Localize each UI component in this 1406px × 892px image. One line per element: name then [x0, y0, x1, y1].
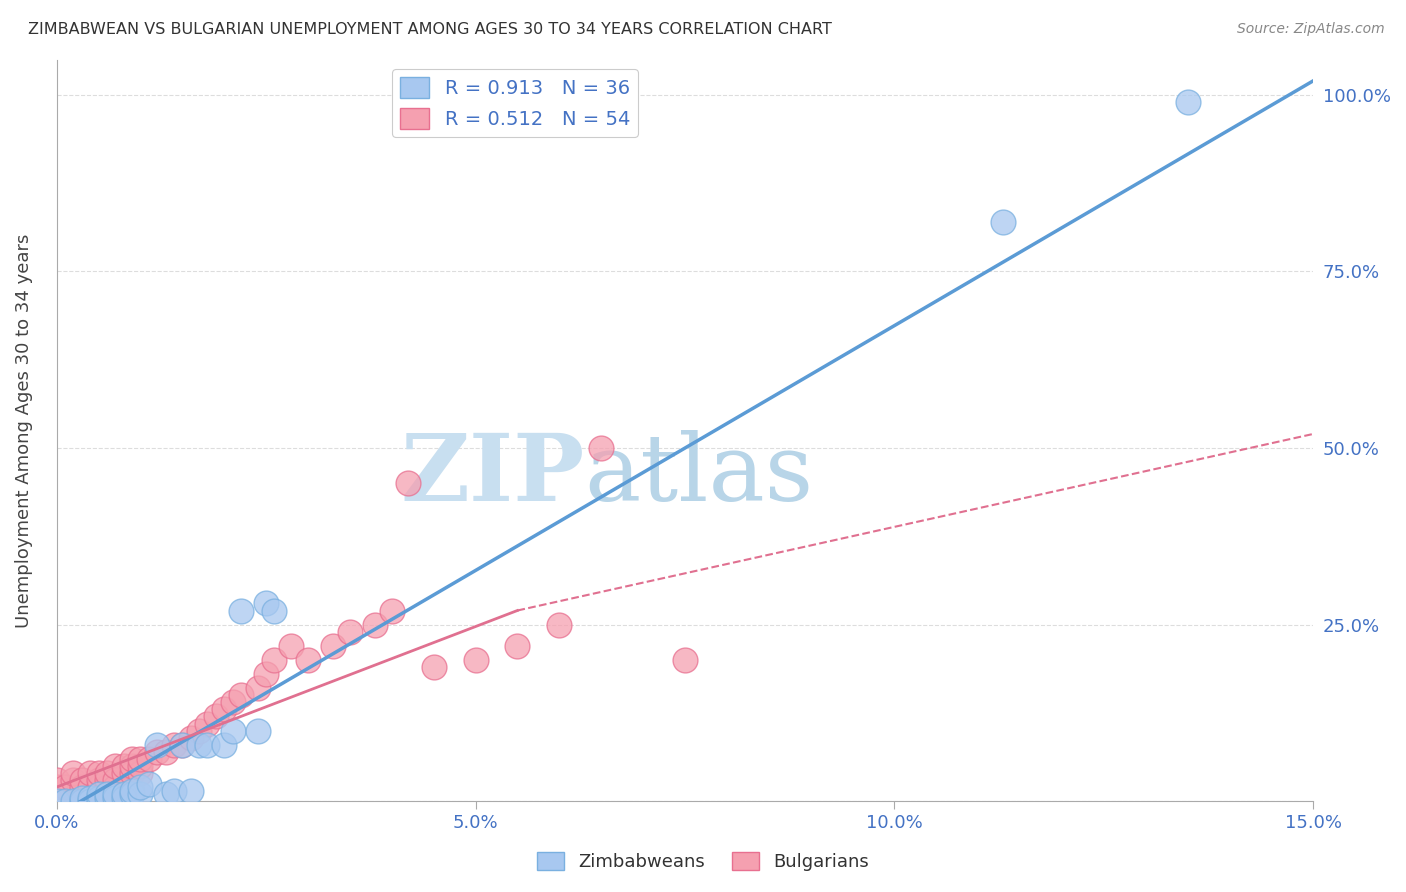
Point [146, 745, 169, 759]
Point [591, 441, 613, 455]
Point [180, 731, 202, 745]
Point [121, 752, 143, 766]
Point [129, 766, 152, 780]
Point [364, 617, 387, 632]
Point [79, 780, 101, 794]
Point [121, 783, 143, 797]
Point [45, 780, 67, 794]
Point [129, 787, 152, 801]
Y-axis label: Unemployment Among Ages 30 to 34 years: Unemployment Among Ages 30 to 34 years [15, 233, 32, 628]
Point [112, 766, 135, 780]
Point [112, 790, 135, 805]
Point [96, 780, 118, 794]
Point [398, 476, 420, 491]
Point [53, 780, 76, 794]
Point [188, 723, 211, 738]
Point [87, 794, 110, 808]
Point [138, 776, 160, 790]
Point [129, 752, 152, 766]
Point [45, 794, 67, 808]
Point [53, 794, 76, 808]
Point [62, 772, 84, 787]
Point [263, 603, 285, 617]
Point [79, 766, 101, 780]
Legend: Zimbabweans, Bulgarians: Zimbabweans, Bulgarians [530, 845, 876, 879]
Point [212, 738, 235, 752]
Point [254, 597, 277, 611]
Point [673, 653, 696, 667]
Point [70, 772, 93, 787]
Point [79, 794, 101, 808]
Point [121, 787, 143, 801]
Point [155, 745, 177, 759]
Point [221, 723, 243, 738]
Point [204, 709, 226, 723]
Point [62, 766, 84, 780]
Point [104, 787, 127, 801]
Point [70, 794, 93, 808]
Point [381, 603, 404, 617]
Text: Source: ZipAtlas.com: Source: ZipAtlas.com [1237, 22, 1385, 37]
Point [96, 766, 118, 780]
Point [104, 780, 127, 794]
Point [70, 790, 93, 805]
Point [212, 702, 235, 716]
Point [87, 787, 110, 801]
Point [172, 738, 194, 752]
Point [45, 772, 67, 787]
Point [155, 787, 177, 801]
Point [180, 783, 202, 797]
Point [993, 215, 1015, 229]
Point [197, 716, 219, 731]
Point [96, 772, 118, 787]
Point [229, 688, 252, 702]
Text: ZIP: ZIP [401, 430, 585, 520]
Point [129, 780, 152, 794]
Point [163, 783, 186, 797]
Point [112, 787, 135, 801]
Point [62, 794, 84, 808]
Point [70, 780, 93, 794]
Point [87, 766, 110, 780]
Point [163, 738, 186, 752]
Point [339, 624, 361, 639]
Point [197, 738, 219, 752]
Point [87, 790, 110, 805]
Point [1177, 95, 1199, 109]
Point [87, 772, 110, 787]
Text: ZIMBABWEAN VS BULGARIAN UNEMPLOYMENT AMONG AGES 30 TO 34 YEARS CORRELATION CHART: ZIMBABWEAN VS BULGARIAN UNEMPLOYMENT AMO… [28, 22, 832, 37]
Point [96, 790, 118, 805]
Point [104, 772, 127, 787]
Point [422, 660, 444, 674]
Point [254, 667, 277, 681]
Point [221, 695, 243, 709]
Point [506, 639, 529, 653]
Point [229, 603, 252, 617]
Point [280, 639, 302, 653]
Point [104, 759, 127, 773]
Point [322, 639, 344, 653]
Point [297, 653, 319, 667]
Point [129, 759, 152, 773]
Point [246, 681, 269, 696]
Point [548, 617, 571, 632]
Point [172, 738, 194, 752]
Point [188, 738, 211, 752]
Text: atlas: atlas [585, 430, 814, 520]
Point [464, 653, 486, 667]
Point [112, 759, 135, 773]
Point [79, 790, 101, 805]
Point [104, 790, 127, 805]
Point [263, 653, 285, 667]
Point [121, 759, 143, 773]
Point [87, 780, 110, 794]
Point [246, 723, 269, 738]
Point [96, 787, 118, 801]
Point [121, 766, 143, 780]
Point [146, 738, 169, 752]
Legend: R = 0.913   N = 36, R = 0.512   N = 54: R = 0.913 N = 36, R = 0.512 N = 54 [392, 70, 638, 137]
Point [138, 752, 160, 766]
